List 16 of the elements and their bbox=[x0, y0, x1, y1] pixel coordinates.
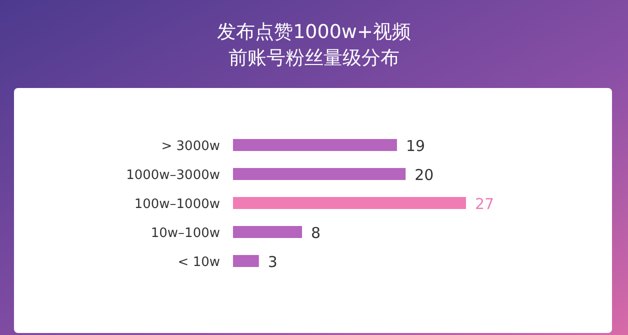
bar bbox=[233, 197, 466, 209]
data-label: 27 bbox=[475, 195, 494, 213]
y-tick-label: 100w–1000w bbox=[134, 197, 220, 212]
data-label: 19 bbox=[406, 137, 426, 155]
y-tick-label: 10w–100w bbox=[150, 226, 220, 241]
y-tick-label: > 3000w bbox=[161, 139, 220, 154]
data-label: 3 bbox=[268, 253, 278, 271]
data-label: 8 bbox=[311, 224, 321, 242]
bar bbox=[233, 168, 406, 180]
data-label: 20 bbox=[414, 166, 434, 184]
bar bbox=[233, 139, 397, 151]
chart-title: 发布点赞1000w+视频前账号粉丝量级分布 bbox=[217, 21, 411, 69]
bar bbox=[233, 255, 259, 267]
y-tick-label: 1000w–3000w bbox=[126, 168, 220, 183]
bar bbox=[233, 226, 302, 238]
y-tick-label: < 10w bbox=[178, 255, 220, 270]
